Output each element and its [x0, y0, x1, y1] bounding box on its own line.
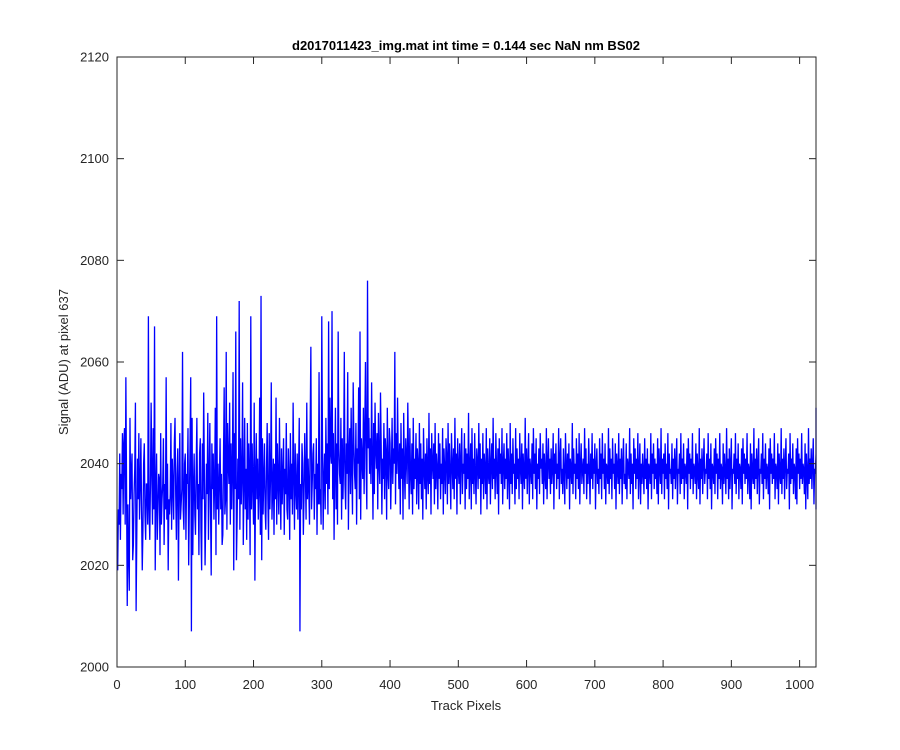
- y-tick-label: 2080: [80, 253, 109, 268]
- y-tick-label: 2000: [80, 660, 109, 675]
- x-tick-label: 500: [447, 677, 469, 692]
- x-axis: 0 100 200 300 400 500 600 700 800 900 1000: [113, 57, 814, 692]
- y-tick-label: 2120: [80, 50, 109, 65]
- x-tick-label: 300: [311, 677, 333, 692]
- x-tick-label: 0: [113, 677, 120, 692]
- signal-series-line: [117, 280, 817, 632]
- x-axis-label: Track Pixels: [431, 698, 502, 713]
- x-tick-label: 400: [379, 677, 401, 692]
- y-axis-label: Signal (ADU) at pixel 637: [56, 289, 71, 435]
- x-tick-label: 1000: [785, 677, 814, 692]
- x-tick-label: 800: [652, 677, 674, 692]
- x-tick-label: 100: [174, 677, 196, 692]
- y-axis: 2000 2020 2040 2060 2080 2100 2120: [80, 50, 816, 675]
- y-tick-label: 2040: [80, 456, 109, 471]
- series-layer: [117, 280, 817, 632]
- y-tick-label: 2020: [80, 558, 109, 573]
- chart-title: d2017011423_img.mat int time = 0.144 sec…: [292, 38, 640, 53]
- plot-background: [117, 57, 816, 667]
- x-tick-label: 700: [584, 677, 606, 692]
- x-tick-label: 600: [516, 677, 538, 692]
- y-tick-label: 2100: [80, 151, 109, 166]
- x-tick-label: 900: [721, 677, 743, 692]
- x-tick-label: 200: [243, 677, 265, 692]
- y-tick-label: 2060: [80, 355, 109, 370]
